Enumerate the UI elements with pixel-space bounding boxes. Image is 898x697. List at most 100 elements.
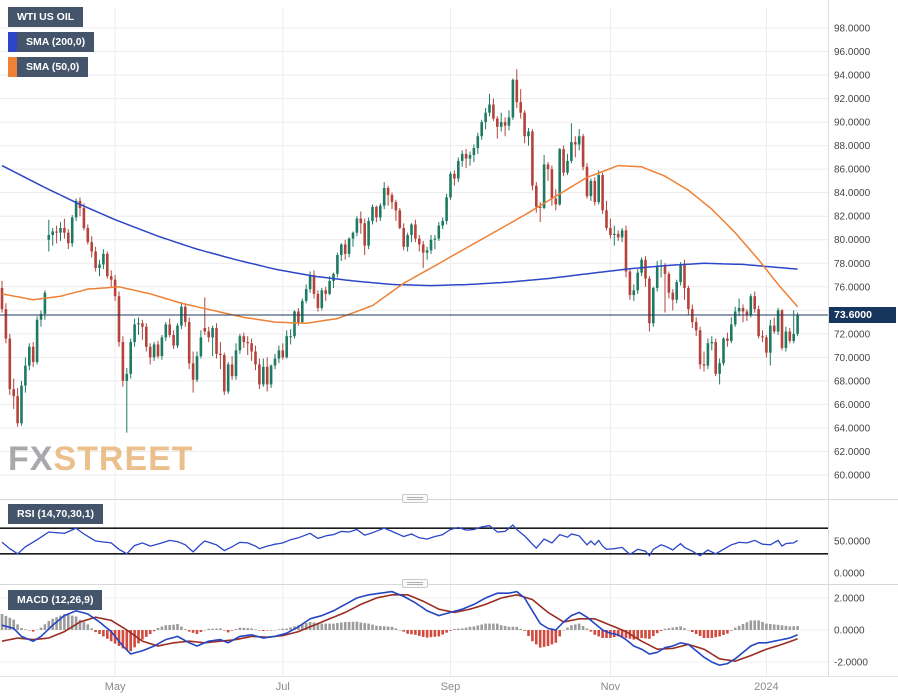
svg-text:Nov: Nov	[601, 681, 621, 693]
panel-separators	[0, 0, 898, 677]
macd-histogram-bar	[117, 630, 121, 646]
macd-histogram-bar	[691, 630, 694, 632]
macd-histogram-bar	[328, 623, 331, 630]
macd-histogram-bar	[184, 629, 187, 630]
macd-histogram-bar	[796, 626, 799, 630]
macd-histogram-bar	[324, 623, 327, 630]
macd-histogram-bar	[16, 624, 19, 630]
macd-histogram-bar	[215, 628, 218, 630]
macd-histogram-bar	[281, 628, 285, 630]
macd-histogram-bar	[437, 630, 441, 637]
macd-histogram-bar	[722, 630, 725, 635]
macd-histogram-bar	[538, 630, 542, 648]
macd-histogram-bar	[597, 630, 600, 637]
macd-histogram-bar	[499, 625, 503, 630]
macd-histogram-bar	[683, 628, 686, 630]
panel-resize-handle-macd[interactable]	[402, 579, 428, 588]
macd-histogram-bar	[659, 630, 663, 631]
macd-histogram-bar	[351, 621, 355, 630]
macd-histogram-bar	[776, 624, 780, 630]
svg-text:64.0000: 64.0000	[834, 423, 871, 434]
macd-histogram-bar	[74, 616, 78, 630]
macd-main-line	[1, 590, 798, 667]
macd-histogram-bar	[714, 630, 717, 638]
macd-histogram-bar	[39, 627, 43, 630]
macd-histogram-bar	[441, 630, 444, 635]
macd-histogram-bar	[254, 629, 257, 630]
sma-overlays	[1, 164, 799, 325]
macd-histogram-bar	[219, 628, 222, 630]
panel-resize-handle-rsi[interactable]	[402, 494, 428, 503]
macd-histogram-bar	[484, 623, 487, 630]
macd-histogram-bar	[336, 623, 339, 630]
macd-histogram-bar	[558, 630, 561, 637]
svg-text:80.0000: 80.0000	[834, 235, 871, 246]
sma200-legend-row: SMA (200,0)	[8, 32, 95, 52]
macd-histogram-bar	[581, 626, 585, 630]
macd-histogram-bar	[133, 630, 136, 648]
macd-histogram-bar	[402, 630, 405, 632]
macd-histogram-bar	[90, 628, 93, 630]
macd-histogram-bar	[172, 624, 175, 630]
macd-histogram-bar	[145, 630, 148, 637]
macd-histogram-bar	[289, 627, 292, 630]
macd-histogram-bar	[265, 630, 269, 631]
rsi-panel	[0, 524, 828, 557]
macd-histogram-bar	[285, 628, 288, 630]
macd-histogram-bar	[655, 630, 659, 634]
macd-histogram-bar	[667, 628, 671, 630]
axis-labels: 98.0000 96.0000 94.0000 92.0000 90.0000 88.00…	[105, 24, 871, 694]
gridlines	[0, 8, 828, 676]
svg-text:-2.0000: -2.0000	[834, 658, 868, 669]
svg-text:94.0000: 94.0000	[834, 71, 871, 82]
macd-histogram-bar	[687, 630, 690, 631]
macd-histogram-bar	[753, 620, 756, 630]
macd-histogram-bar	[679, 626, 682, 630]
macd-histogram-bar	[476, 625, 480, 630]
macd-histogram-bar	[589, 630, 593, 632]
svg-text:76.0000: 76.0000	[834, 282, 871, 293]
macd-histogram-bar	[367, 623, 370, 630]
symbol-badge: WTI US OIL	[8, 7, 84, 27]
macd-histogram-bar	[425, 630, 429, 638]
svg-text:68.0000: 68.0000	[834, 376, 871, 387]
macd-histogram-bar	[359, 622, 363, 630]
sma200-color-chip	[8, 32, 17, 52]
macd-histogram-bar	[332, 623, 335, 630]
macd-histogram-bar	[28, 630, 31, 631]
svg-text:92.0000: 92.0000	[834, 94, 871, 105]
macd-histogram-bar	[694, 630, 698, 634]
macd-histogram-bar	[535, 630, 538, 645]
svg-text:62.0000: 62.0000	[834, 447, 871, 458]
sma50-line	[1, 164, 799, 325]
macd-histogram-bar	[316, 623, 320, 630]
macd-histogram-bar	[741, 624, 745, 630]
macd-histogram-bar	[515, 626, 519, 630]
macd-histogram-bar	[574, 624, 577, 630]
macd-histogram-bar	[269, 630, 273, 631]
macd-histogram-bar	[780, 625, 784, 630]
macd-histogram-bar	[636, 630, 639, 639]
macd-histogram-bar	[301, 624, 304, 630]
macd-histogram-bar	[718, 630, 721, 637]
macd-histogram-bar	[340, 622, 343, 630]
macd-histogram-bar	[671, 627, 675, 630]
macd-histogram-bar	[312, 622, 316, 630]
macd-histogram-bar	[706, 630, 710, 638]
svg-text:90.0000: 90.0000	[834, 118, 871, 129]
macd-histogram-bar	[125, 630, 129, 650]
macd-histogram-bar	[702, 630, 706, 638]
macd-histogram-bar	[8, 617, 12, 630]
sma200-line	[1, 164, 798, 287]
macd-histogram-bar	[663, 628, 667, 630]
macd-signal-line	[1, 593, 798, 663]
macd-histogram-bar	[199, 630, 203, 632]
macd-histogram-bar	[788, 626, 792, 630]
macd-histogram-bar	[343, 622, 347, 630]
macd-histogram-bar	[737, 625, 741, 630]
macd-histogram-bar	[726, 630, 729, 634]
macd-histogram-bar	[363, 623, 366, 630]
macd-panel	[0, 590, 799, 667]
